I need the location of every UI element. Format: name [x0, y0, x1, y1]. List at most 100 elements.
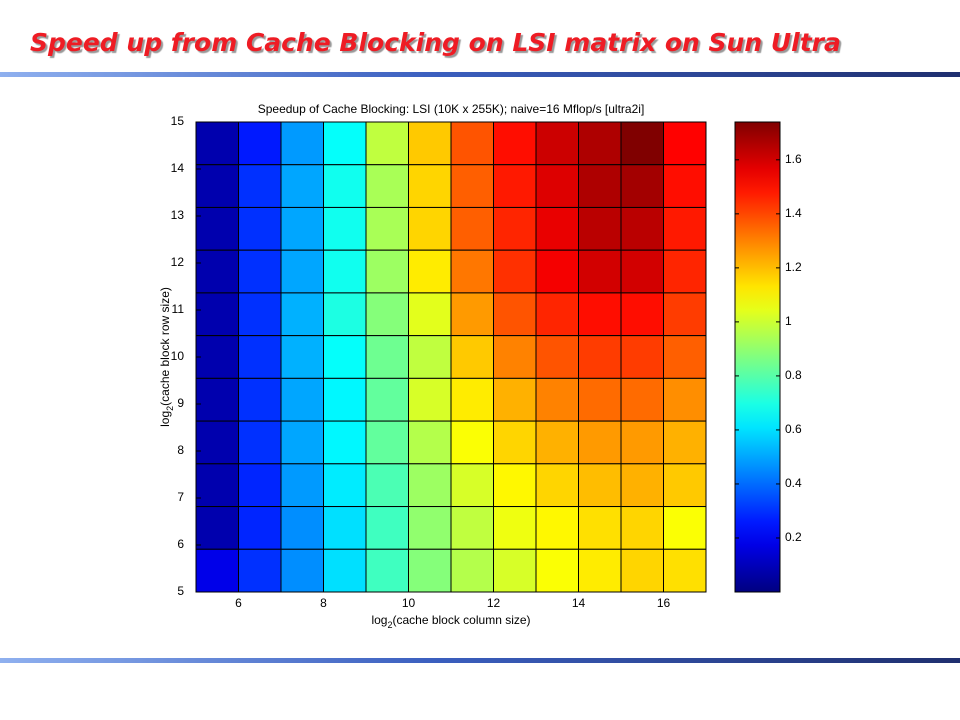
heatmap-cell: [280, 206, 324, 251]
heatmap-cell: [408, 335, 452, 379]
heatmap-cell: [408, 121, 452, 166]
heatmap-cell: [195, 420, 239, 465]
heatmap-cell: [408, 164, 452, 208]
heatmap-cell: [663, 249, 707, 294]
heatmap-cell: [620, 548, 664, 593]
x-tick-label: 10: [402, 596, 416, 610]
heatmap-cell: [408, 506, 452, 550]
heatmap-cell: [408, 206, 452, 251]
heatmap-cell: [578, 249, 622, 294]
heatmap-cell: [195, 335, 239, 379]
heatmap-cell: [408, 420, 452, 465]
x-tick-label: 12: [487, 596, 501, 610]
heatmap-cell: [493, 335, 537, 379]
y-tick-label: 15: [171, 114, 185, 128]
heatmap-cell: [365, 377, 409, 422]
heatmap-cell: [195, 548, 239, 593]
heatmap-cell: [663, 206, 707, 251]
colorbar-tick-label: 0.8: [785, 368, 802, 382]
heatmap-cell: [535, 506, 579, 550]
x-tick-label: 6: [235, 596, 242, 610]
y-tick-label: 12: [171, 255, 185, 269]
heatmap-cell: [663, 506, 707, 550]
heatmap-cell: [663, 548, 707, 593]
heatmap-cell: [238, 506, 282, 550]
heatmap-cell: [450, 335, 494, 379]
colorbar-tick-label: 1.4: [785, 206, 802, 220]
heatmap-cell: [535, 292, 579, 337]
heatmap-cell: [578, 292, 622, 337]
heatmap-cell: [365, 206, 409, 251]
heatmap-cell: [450, 164, 494, 208]
heatmap-cell: [365, 292, 409, 337]
heatmap-cell: [663, 121, 707, 166]
heatmap-cell: [450, 377, 494, 422]
heatmap-cell: [238, 335, 282, 379]
heatmap-cell: [365, 506, 409, 550]
heatmap-cell: [280, 548, 324, 593]
heatmap-cell: [535, 249, 579, 294]
heatmap-cell: [493, 249, 537, 294]
slide-title: Speed up from Cache Blocking on LSI matr…: [30, 28, 841, 57]
heatmap-cell: [280, 249, 324, 294]
y-axis-label-part: (cache block row size): [158, 287, 172, 406]
colorbar-tick-label: 1.2: [785, 260, 802, 274]
y-axis-label-part: 2: [165, 406, 175, 411]
heatmap-cell: [365, 420, 409, 465]
heatmap-cell: [323, 463, 367, 508]
heatmap-cell: [620, 463, 664, 508]
heatmap-cell: [493, 548, 537, 593]
heatmap-cell: [663, 335, 707, 379]
heatmap-cell: [195, 249, 239, 294]
colorbar-tick-label: 0.2: [785, 530, 802, 544]
heatmap-cell: [195, 164, 239, 208]
heatmap-cell: [663, 420, 707, 465]
heatmap-cell: [195, 377, 239, 422]
heatmap-cell: [365, 548, 409, 593]
heatmap-cell: [323, 377, 367, 422]
heatmap-cell: [195, 121, 239, 166]
heatmap-cell: [663, 377, 707, 422]
heatmap-cell: [450, 548, 494, 593]
heatmap-cell: [280, 377, 324, 422]
heatmap-cell: [493, 463, 537, 508]
heatmap-cell: [535, 377, 579, 422]
y-axis-label-part: log: [158, 411, 172, 427]
heatmap-cell: [280, 420, 324, 465]
heatmap-cell: [493, 121, 537, 166]
heatmap-cell: [663, 292, 707, 337]
heatmap-cell: [238, 548, 282, 593]
heatmap-cell: [280, 164, 324, 208]
heatmap-cell: [450, 121, 494, 166]
heatmap-cell: [535, 420, 579, 465]
heatmap-cell: [663, 463, 707, 508]
colorbar: [734, 121, 781, 593]
heatmap-cell: [493, 377, 537, 422]
heatmap-cell: [450, 249, 494, 294]
x-tick-label: 14: [572, 596, 586, 610]
heatmap-cell: [535, 206, 579, 251]
heatmap-cell: [450, 463, 494, 508]
heatmap-cell: [408, 548, 452, 593]
heatmap-cell: [620, 249, 664, 294]
x-axis-label-part: (cache block column size): [392, 613, 530, 627]
heatmap-cell: [535, 463, 579, 508]
heatmap-cell: [280, 292, 324, 337]
heatmap-cell: [620, 206, 664, 251]
heatmap-cell: [365, 335, 409, 379]
heatmap-cell: [620, 506, 664, 550]
heatmap-cell: [238, 121, 282, 166]
heatmap-cell: [578, 335, 622, 379]
heatmap-cell: [323, 335, 367, 379]
heatmap-cell: [280, 121, 324, 166]
heatmap-cell: [408, 377, 452, 422]
heatmap-cell: [620, 377, 664, 422]
heatmap-cell: [408, 249, 452, 294]
heatmap-cell: [238, 164, 282, 208]
y-tick-label: 7: [177, 490, 184, 504]
heatmap-cell: [578, 164, 622, 208]
heatmap-cell: [578, 377, 622, 422]
x-tick-label: 8: [320, 596, 327, 610]
heatmap-cell: [535, 335, 579, 379]
